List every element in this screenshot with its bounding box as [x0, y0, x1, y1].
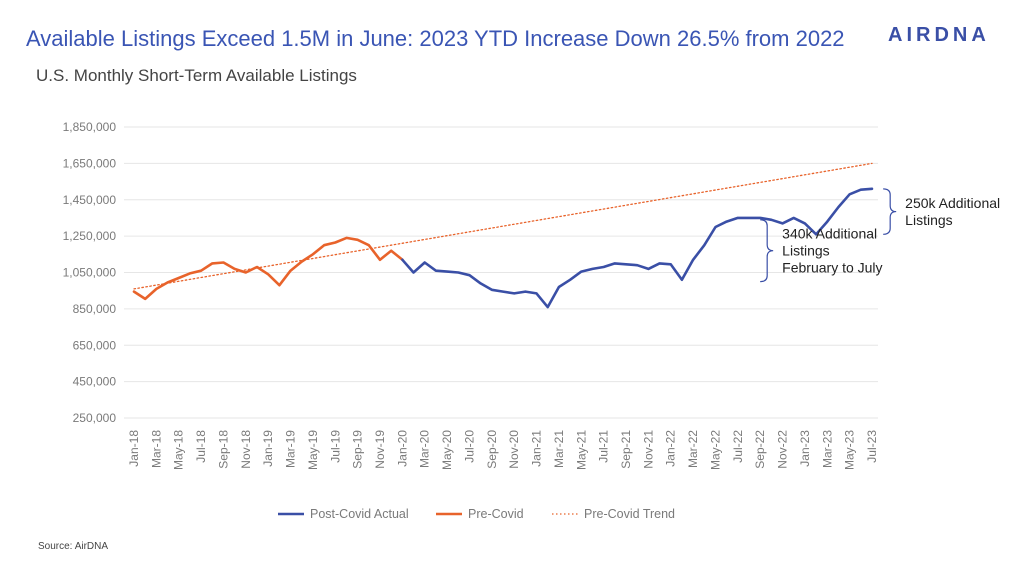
- x-tick-label: Jul-19: [328, 430, 342, 463]
- x-tick-label: May-20: [440, 430, 454, 470]
- x-tick-label: Nov-18: [239, 430, 253, 469]
- legend: Post-Covid Actual Pre-Covid Pre-Covid Tren…: [278, 507, 675, 521]
- x-tick-label: May-21: [574, 430, 588, 470]
- source-note: Source: AirDNA: [38, 541, 109, 552]
- y-tick-label: 1,650,000: [63, 156, 117, 170]
- chart-subtitle: U.S. Monthly Short-Term Available Listin…: [36, 66, 357, 85]
- y-tick-label: 1,850,000: [63, 120, 117, 134]
- annotation-text: 250k Additional: [905, 195, 1000, 211]
- y-axis: 250,000 450,000 650,000 850,000 1,050,000 1,2…: [63, 120, 117, 425]
- y-tick-label: 850,000: [73, 302, 117, 316]
- x-tick-label: May-18: [172, 430, 186, 470]
- x-tick-label: Jan-22: [664, 430, 678, 467]
- y-tick-label: 250,000: [73, 411, 117, 425]
- x-tick-label: Jan-23: [798, 430, 812, 467]
- x-tick-label: Jul-23: [865, 430, 879, 463]
- annotation-text: Listings: [782, 243, 829, 259]
- airdna-logo: AIRDNA: [888, 24, 990, 46]
- x-tick-label: Jan-19: [261, 430, 275, 467]
- y-tick-label: 1,450,000: [63, 193, 117, 207]
- x-tick-label: Mar-22: [686, 430, 700, 468]
- x-tick-label: Sep-18: [216, 430, 230, 469]
- chart-title: Available Listings Exceed 1.5M in June: …: [26, 26, 845, 51]
- annotation-text: 340k Additional: [782, 226, 877, 242]
- x-tick-label: Jan-20: [395, 430, 409, 467]
- x-tick-label: Jul-18: [194, 430, 208, 463]
- annotation-text: February to July: [782, 260, 882, 276]
- x-tick-label: Sep-19: [351, 430, 365, 469]
- x-tick-label: Nov-19: [373, 430, 387, 469]
- x-tick-label: Mar-20: [418, 430, 432, 468]
- x-tick-label: May-19: [306, 430, 320, 470]
- x-tick-label: May-23: [843, 430, 857, 470]
- series-line-pre-covid: [132, 236, 404, 301]
- x-tick-label: Sep-22: [753, 430, 767, 469]
- series-group: [132, 162, 874, 309]
- x-tick-label: Jan-21: [530, 430, 544, 467]
- legend-label: Pre-Covid Trend: [584, 507, 675, 521]
- x-tick-label: May-22: [708, 430, 722, 470]
- annotation-text: Listings: [905, 212, 952, 228]
- x-tick-label: Mar-19: [284, 430, 298, 468]
- x-tick-label: Sep-21: [619, 430, 633, 469]
- y-tick-label: 450,000: [73, 375, 117, 389]
- x-tick-label: Sep-20: [485, 430, 499, 469]
- x-tick-label: Jul-21: [597, 430, 611, 463]
- series-line-pre-covid-trend: [133, 162, 873, 290]
- x-tick-label: Nov-22: [776, 430, 790, 469]
- y-tick-label: 1,050,000: [63, 266, 117, 280]
- x-tick-label: Mar-21: [552, 430, 566, 468]
- x-tick-label: Mar-23: [820, 430, 834, 468]
- y-tick-label: 1,250,000: [63, 229, 117, 243]
- x-axis: Jan-18 Mar-18 May-18 Jul-18 Sep-18 Nov-18 Jan-…: [127, 430, 879, 470]
- x-tick-label: Mar-18: [149, 430, 163, 468]
- legend-label: Pre-Covid: [468, 507, 524, 521]
- x-tick-label: Jul-22: [731, 430, 745, 463]
- y-tick-label: 650,000: [73, 338, 117, 352]
- x-tick-label: Nov-21: [641, 430, 655, 469]
- series-line-post-covid-actual: [401, 187, 874, 309]
- annotation-bracket: [883, 188, 897, 235]
- x-tick-label: Nov-20: [507, 430, 521, 469]
- x-tick-label: Jul-20: [462, 430, 476, 463]
- legend-label: Post-Covid Actual: [310, 507, 409, 521]
- grid-lines: [124, 126, 878, 419]
- x-tick-label: Jan-18: [127, 430, 141, 467]
